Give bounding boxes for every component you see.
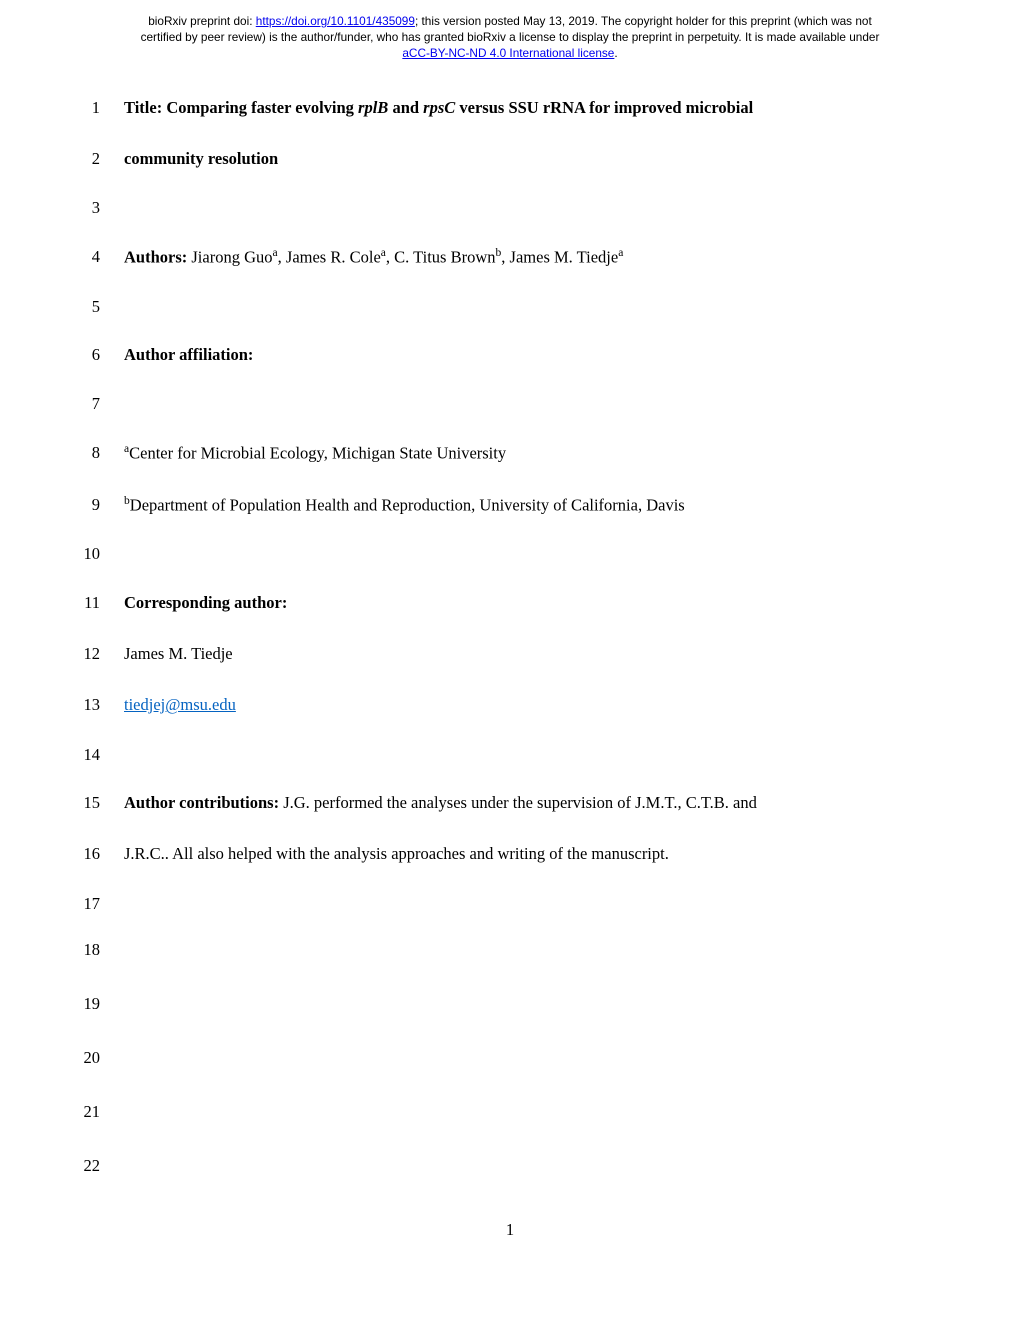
manuscript-line: 12James M. Tiedje — [56, 642, 930, 667]
manuscript-line: 20 — [56, 1048, 930, 1068]
line-number: 6 — [56, 345, 124, 365]
line-number: 3 — [56, 198, 124, 218]
manuscript-body: 1Title: Comparing faster evolving rplB a… — [0, 68, 1020, 1176]
line-text: Author affiliation: — [124, 343, 930, 368]
manuscript-line: 14 — [56, 745, 930, 765]
line-text: bDepartment of Population Health and Rep… — [124, 493, 930, 518]
manuscript-line: 6Author affiliation: — [56, 343, 930, 368]
manuscript-line: 11Corresponding author: — [56, 591, 930, 616]
line-number: 12 — [56, 644, 124, 664]
manuscript-line: 1Title: Comparing faster evolving rplB a… — [56, 96, 930, 121]
line-text: tiedjej@msu.edu — [124, 693, 930, 718]
page-number: 1 — [0, 1220, 1020, 1240]
line-number: 17 — [56, 894, 124, 914]
line-number: 18 — [56, 940, 124, 960]
header-text-1b: ; this version posted May 13, 2019. The … — [415, 14, 872, 28]
line-number: 1 — [56, 98, 124, 118]
line-text: community resolution — [124, 147, 930, 172]
line-text: James M. Tiedje — [124, 642, 930, 667]
line-text: Author contributions: J.G. performed the… — [124, 791, 930, 816]
line-number: 20 — [56, 1048, 124, 1068]
manuscript-line: 3 — [56, 198, 930, 218]
line-number: 11 — [56, 593, 124, 613]
line-text: Authors: Jiarong Guoa, James R. Colea, C… — [124, 245, 930, 270]
line-number: 4 — [56, 247, 124, 267]
manuscript-line: 8aCenter for Microbial Ecology, Michigan… — [56, 441, 930, 466]
line-number: 5 — [56, 297, 124, 317]
preprint-header: bioRxiv preprint doi: https://doi.org/10… — [0, 0, 1020, 68]
line-text: Corresponding author: — [124, 591, 930, 616]
line-number: 9 — [56, 495, 124, 515]
manuscript-line: 9bDepartment of Population Health and Re… — [56, 493, 930, 518]
line-number: 21 — [56, 1102, 124, 1122]
line-number: 2 — [56, 149, 124, 169]
manuscript-line: 4Authors: Jiarong Guoa, James R. Colea, … — [56, 245, 930, 270]
header-text-1: bioRxiv preprint doi: — [148, 14, 256, 28]
line-number: 16 — [56, 844, 124, 864]
line-number: 19 — [56, 994, 124, 1014]
header-period: . — [614, 46, 617, 60]
manuscript-line: 17 — [56, 894, 930, 914]
line-number: 7 — [56, 394, 124, 414]
manuscript-line: 16J.R.C.. All also helped with the analy… — [56, 842, 930, 867]
manuscript-line: 7 — [56, 394, 930, 414]
line-number: 14 — [56, 745, 124, 765]
header-text-2: certified by peer review) is the author/… — [141, 30, 880, 44]
manuscript-line: 21 — [56, 1102, 930, 1122]
line-text: J.R.C.. All also helped with the analysi… — [124, 842, 930, 867]
manuscript-line: 2community resolution — [56, 147, 930, 172]
line-number: 15 — [56, 793, 124, 813]
line-text: aCenter for Microbial Ecology, Michigan … — [124, 441, 930, 466]
line-number: 10 — [56, 544, 124, 564]
line-number: 8 — [56, 443, 124, 463]
line-text: Title: Comparing faster evolving rplB an… — [124, 96, 930, 121]
manuscript-line: 5 — [56, 297, 930, 317]
manuscript-line: 18 — [56, 940, 930, 960]
line-number: 13 — [56, 695, 124, 715]
manuscript-line: 22 — [56, 1156, 930, 1176]
manuscript-line: 13tiedjej@msu.edu — [56, 693, 930, 718]
license-link[interactable]: aCC-BY-NC-ND 4.0 International license — [402, 46, 614, 60]
doi-link[interactable]: https://doi.org/10.1101/435099 — [256, 14, 415, 28]
manuscript-line: 19 — [56, 994, 930, 1014]
line-number: 22 — [56, 1156, 124, 1176]
manuscript-line: 10 — [56, 544, 930, 564]
manuscript-line: 15Author contributions: J.G. performed t… — [56, 791, 930, 816]
